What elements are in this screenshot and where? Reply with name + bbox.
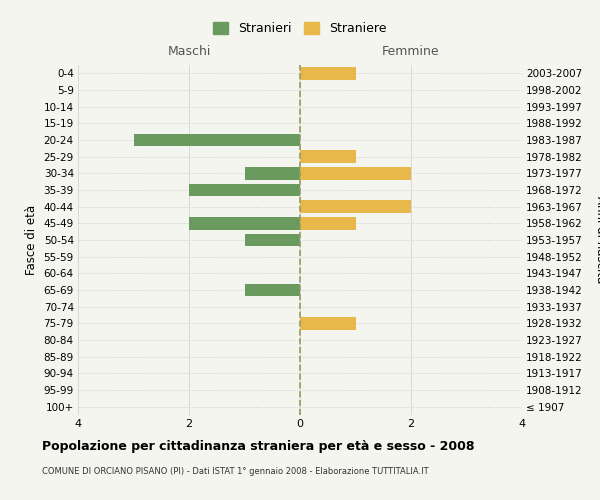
Bar (245, 284, 300, 296)
Text: COMUNE DI ORCIANO PISANO (PI) - Dati ISTAT 1° gennaio 2008 - Elaborazione TUTTIT: COMUNE DI ORCIANO PISANO (PI) - Dati IST… (42, 468, 428, 476)
Text: Maschi: Maschi (167, 45, 211, 58)
Legend: Stranieri, Straniere: Stranieri, Straniere (213, 22, 387, 35)
Bar (245, 167, 300, 179)
Text: Femmine: Femmine (382, 45, 440, 58)
Y-axis label: Fasce di età: Fasce di età (25, 205, 38, 275)
Bar (245, 234, 300, 246)
Bar (189, 217, 300, 230)
Bar (300, 167, 411, 179)
Bar (133, 134, 300, 146)
Bar (300, 217, 356, 230)
Bar (189, 184, 300, 196)
Bar (300, 200, 411, 213)
Y-axis label: Anni di nascita: Anni di nascita (594, 196, 600, 284)
Bar (300, 150, 356, 163)
Text: Popolazione per cittadinanza straniera per età e sesso - 2008: Popolazione per cittadinanza straniera p… (42, 440, 475, 453)
Bar (300, 67, 356, 80)
Bar (300, 317, 356, 330)
